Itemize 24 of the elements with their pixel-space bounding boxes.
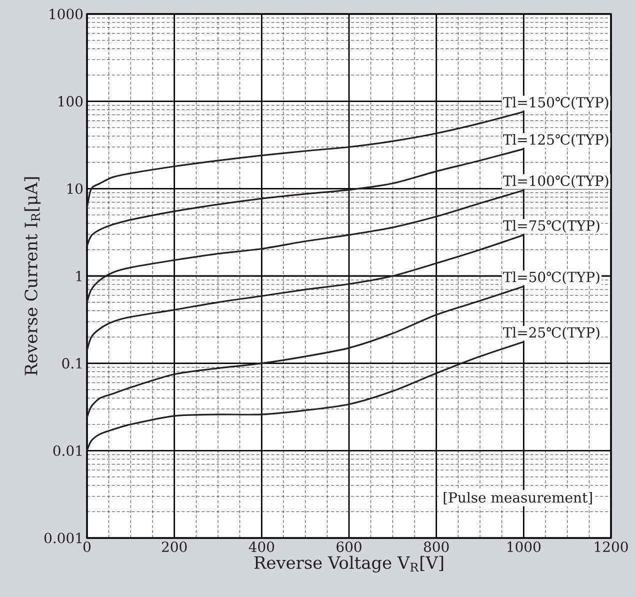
series-label: Tl=75℃(TYP) — [503, 220, 600, 233]
y-axis-title: Reverse Current I$_{R}$[μA] — [24, 177, 41, 376]
x-axis-title: Reverse Voltage V$_{R}$[V] — [254, 556, 444, 573]
y-tick-label: 0.1 — [62, 358, 82, 369]
line-series — [86, 341, 524, 452]
x-tick-label: 1200 — [594, 542, 628, 552]
y-tick-label: 100 — [58, 96, 83, 107]
series-label: Tl=150℃(TYP) — [503, 96, 608, 110]
annotation: [Pulse measurement] — [444, 492, 592, 504]
x-tick-label: 200 — [162, 542, 187, 552]
x-tick-label: 1000 — [508, 542, 540, 552]
x-tick-label: 800 — [424, 542, 449, 552]
y-tick-label: 1000 — [50, 8, 83, 20]
series-label: Tl=125℃(TYP) — [503, 134, 608, 147]
y-tick-label: 1 — [76, 270, 82, 282]
x-tick-label: 0 — [83, 542, 91, 552]
x-tick-label: 600 — [336, 542, 362, 552]
series-label: Tl=100℃(TYP) — [503, 175, 608, 188]
y-tick-label: 0.01 — [53, 445, 82, 456]
y-tick-label: 0.001 — [44, 532, 82, 544]
series-label: Tl=50℃(TYP) — [503, 271, 600, 284]
x-tick-label: 400 — [248, 542, 274, 552]
series-label: Tl=25℃(TYP) — [503, 326, 600, 340]
y-tick-label: 10 — [67, 183, 83, 194]
